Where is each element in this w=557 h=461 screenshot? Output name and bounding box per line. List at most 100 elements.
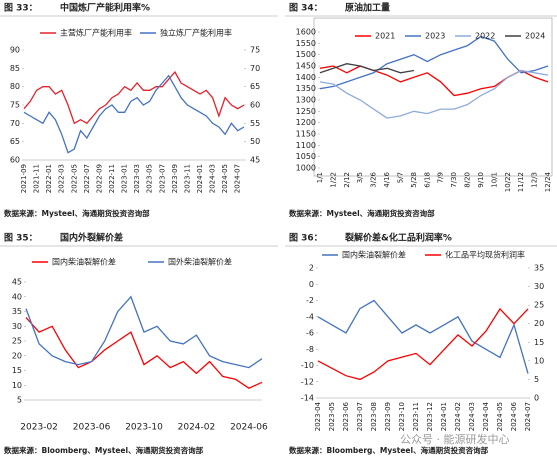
y-tick-label: 1600	[296, 28, 316, 37]
figure-number: 图 35：	[4, 233, 38, 244]
legend-label: 2022	[475, 32, 495, 41]
y-tick-label: 1000	[296, 164, 316, 173]
figure-number: 图 36：	[289, 233, 323, 244]
y2-tick-label: 0	[534, 394, 539, 403]
y-tick-label: 1100	[296, 141, 316, 150]
y-tick-label: 1250	[296, 107, 316, 116]
x-tick-label: 8/20	[464, 172, 472, 188]
y2-tick-label: 30	[534, 282, 544, 291]
x-tick-label: 2024-07	[524, 402, 532, 431]
y-tick-label: 65	[10, 137, 20, 146]
source-note: 数据来源：Bloomberg、Mysteel、海通期货投资咨询部	[4, 445, 204, 455]
x-tick-label: 2024-04	[482, 401, 490, 431]
x-tick-label: 2022-05	[70, 164, 78, 193]
legend-label: 2024	[525, 32, 545, 41]
x-tick-label: 1/1	[316, 172, 324, 183]
x-tick-label: 2024-03	[468, 402, 476, 431]
y-tick-label: 35	[12, 307, 22, 316]
y2-tick-label: 20	[534, 319, 544, 328]
x-tick-label: 2023-10	[398, 402, 406, 431]
y-tick-label: -4	[306, 312, 314, 321]
y-tick-label: 10	[12, 381, 22, 390]
figure-number: 图 33：	[4, 3, 38, 14]
series-line	[317, 307, 529, 381]
series-line	[319, 65, 549, 97]
y-tick-label: -10	[301, 361, 314, 370]
y-tick-label: -14	[301, 394, 314, 403]
chart-title: 原油加工量	[345, 2, 390, 14]
x-tick-label: 2023-09	[171, 164, 179, 193]
x-tick-label: 2022-03	[58, 164, 66, 193]
x-tick-label: 2023-08	[370, 402, 378, 431]
y-tick-label: -12	[301, 377, 314, 386]
y-tick-label: 0	[309, 280, 314, 289]
x-tick-label: 2/12	[343, 172, 351, 188]
y-tick-label: 1550	[296, 39, 316, 48]
x-tick-label: 5/28	[410, 172, 418, 188]
source-note: 数据来源：Mysteel、海通期货投资咨询部	[289, 208, 435, 218]
x-tick-label: 2023-03	[133, 164, 141, 193]
x-tick-label: 2024-02	[178, 423, 216, 433]
x-tick-label: 2022-07	[83, 164, 91, 193]
x-tick-label: 2023-05	[328, 402, 336, 431]
y2-tick-label: 35	[534, 264, 544, 273]
x-tick-label: 2023-02	[20, 423, 58, 433]
series-line	[23, 70, 245, 125]
series-line	[317, 299, 529, 374]
source-note: 数据来源：Bloomberg、Mysteel、海通期货投资咨询部	[289, 445, 489, 455]
y-tick-label: 70	[10, 119, 20, 128]
x-tick-label: 2023-01	[121, 164, 129, 193]
legend-label: 2023	[425, 32, 445, 41]
series-line	[319, 35, 549, 90]
y-tick-label: 1500	[296, 50, 316, 59]
x-tick-label: 2024-02	[454, 402, 462, 431]
series-line	[25, 295, 263, 369]
y-tick-label: 45	[12, 278, 22, 287]
chart-title: 国内外裂解价差	[60, 232, 123, 244]
y-tick-label: -6	[306, 329, 314, 338]
x-tick-label: 2024-01	[196, 164, 204, 193]
x-tick-label: 12/3	[531, 172, 539, 188]
y2-tick-label: 25	[534, 301, 544, 310]
x-tick-label: 10/1	[490, 172, 498, 188]
x-tick-label: 7/9	[437, 172, 445, 183]
legend-label: 2021	[375, 32, 395, 41]
x-tick-label: 2023-10	[125, 423, 163, 433]
y-tick-label: 5	[17, 396, 22, 405]
y-tick-label: 80	[10, 82, 20, 91]
x-tick-label: 2023-07	[158, 164, 166, 193]
x-tick-label: 9/10	[477, 172, 485, 188]
x-tick-label: 7/30	[450, 172, 458, 188]
x-tick-label: 2023-04	[314, 401, 322, 431]
y-tick-label: 1350	[296, 84, 316, 93]
y-tick-label: 15	[12, 366, 22, 375]
x-tick-label: 1/22	[329, 172, 337, 188]
y-tick-label: 40	[12, 292, 22, 301]
x-tick-label: 2023-07	[356, 402, 364, 431]
x-tick-label: 2022-09	[95, 164, 103, 193]
legend-label: 国内柴油裂解价差	[52, 257, 116, 267]
x-tick-label: 2023-06	[73, 423, 111, 433]
x-tick-label: 2022-11	[108, 164, 116, 193]
x-tick-label: 2023-05	[146, 164, 154, 193]
x-tick-label: 11/12	[517, 172, 525, 192]
y-tick-label: -8	[306, 345, 314, 354]
y2-tick-label: 45	[250, 156, 260, 165]
x-tick-label: 2024-06	[230, 423, 268, 433]
plot-frame	[313, 17, 553, 177]
legend-label: 化工品平均现货利润率	[445, 250, 525, 260]
x-tick-label: 4/16	[383, 171, 391, 187]
y-tick-label: 1450	[296, 62, 316, 71]
y-tick-label: 1300	[296, 96, 316, 105]
y2-tick-label: 5	[534, 375, 539, 384]
x-tick-label: 2021-09	[20, 164, 28, 193]
y-tick-label: 90	[10, 46, 20, 55]
x-tick-label: 2024-01	[440, 402, 448, 431]
x-tick-label: 2023-12	[426, 402, 434, 431]
series-line	[319, 63, 415, 74]
y2-tick-label: 15	[534, 338, 544, 347]
y2-tick-label: 70	[250, 64, 260, 73]
y-tick-label: 85	[10, 64, 20, 73]
y-tick-label: 75	[10, 101, 20, 110]
